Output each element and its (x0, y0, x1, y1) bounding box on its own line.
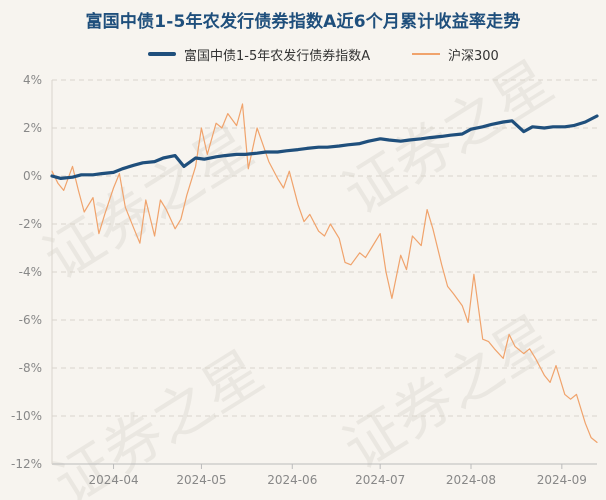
y-tick-label: 2% (23, 121, 42, 135)
x-tick-label: 2024-09 (537, 473, 587, 487)
y-tick-label: -6% (19, 313, 42, 327)
y-tick-label: -8% (19, 361, 42, 375)
legend-swatch-fund (148, 52, 176, 56)
y-tick-label: 0% (23, 169, 42, 183)
watermark-text: 证券之星 (32, 112, 265, 293)
watermark-text: 证券之星 (42, 337, 275, 500)
x-tick-label: 2024-05 (176, 473, 226, 487)
watermark-text: 证券之星 (332, 47, 565, 228)
x-tick-label: 2024-04 (88, 473, 138, 487)
x-tick-label: 2024-08 (446, 473, 496, 487)
y-tick-label: -10% (11, 409, 42, 423)
series-line-hs300 (51, 103, 598, 443)
axes: 4% 2% 0% -2% -4% -6% -8% -10% -12% 2024-04 2024-05… (11, 73, 597, 487)
legend-swatch-hs300 (412, 53, 440, 55)
grid-lines (52, 79, 597, 417)
legend-item-fund[interactable]: 富国中债1-5年农发行债券指数A (148, 44, 370, 64)
x-tick-label: 2024-06 (267, 473, 317, 487)
chart-title: 富国中债1-5年农发行债券指数A近6个月累计收益率走势 (85, 12, 521, 32)
legend: 富国中债1-5年农发行债券指数A 沪深300 (0, 44, 606, 64)
series-lines (50, 103, 599, 443)
legend-label-fund: 富国中债1-5年农发行债券指数A (184, 48, 371, 64)
watermark-text: 证券之星 (332, 302, 565, 483)
legend-item-hs300[interactable]: 沪深300 (412, 44, 499, 64)
y-tick-label: -12% (11, 457, 42, 471)
series-line-fund (50, 114, 599, 180)
legend-label-hs300: 沪深300 (448, 48, 499, 64)
y-tick-label: -4% (19, 265, 42, 279)
y-tick-label: 4% (23, 73, 42, 87)
x-tick-label: 2024-07 (355, 473, 405, 487)
y-tick-label: -2% (19, 217, 42, 231)
